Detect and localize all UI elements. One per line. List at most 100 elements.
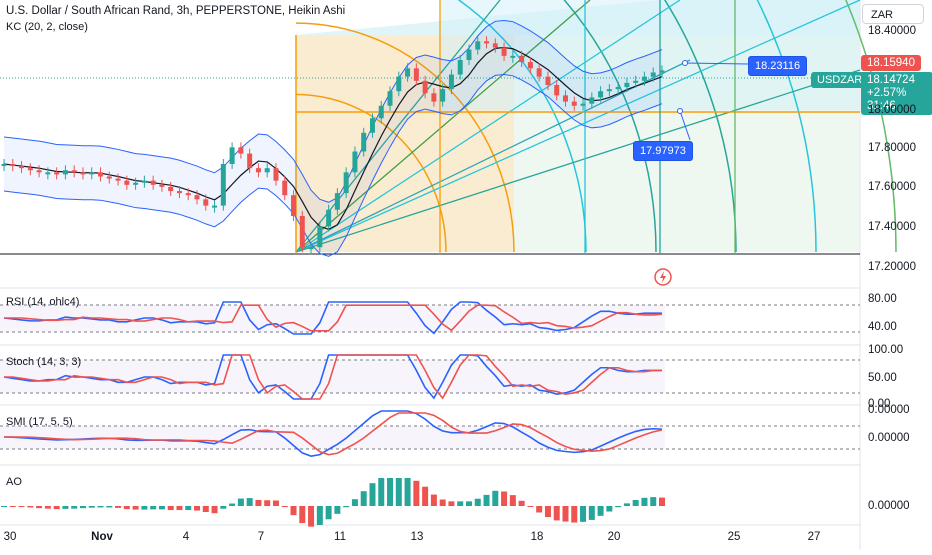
candle-body-0 (1, 164, 7, 166)
last-price-tag: 18.14724 +2.57% 31:46 (861, 72, 932, 115)
ao-bar-19 (167, 506, 174, 511)
ao-bar-12 (106, 506, 113, 508)
price-tick-17800: 17.80000 (868, 142, 916, 154)
candle-body-38 (334, 193, 340, 210)
gann-fan-line-4 (295, 69, 861, 253)
candle-body-72 (633, 80, 639, 83)
candle-body-54 (475, 41, 481, 50)
candle-body-29 (255, 168, 261, 173)
ao-bar-3 (27, 506, 34, 508)
stoch-tick-50: 50.00 (868, 372, 897, 384)
candle-body-7 (62, 170, 68, 175)
chart-title: U.S. Dollar / South African Rand, 3h, PE… (6, 5, 346, 17)
ao-bar-31 (272, 500, 279, 506)
ao-bar-63 (553, 506, 560, 521)
ao-bar-60 (527, 506, 534, 507)
candle-body-37 (326, 209, 332, 227)
ao-bar-41 (360, 491, 367, 506)
candle-body-5 (45, 172, 51, 175)
ao-bar-62 (544, 506, 551, 518)
x-tick-20: 20 (607, 531, 621, 543)
ao-bar-74 (650, 497, 657, 506)
candle-body-61 (536, 68, 542, 77)
candle-body-74 (650, 72, 656, 77)
callout-lower-connector (679, 110, 691, 141)
candle-body-31 (273, 168, 279, 181)
candle-body-30 (264, 168, 270, 173)
candle-body-75 (659, 70, 665, 73)
ao-bar-7 (62, 506, 69, 509)
candle-body-20 (176, 191, 182, 194)
currency-selector[interactable]: ZAR (862, 4, 924, 24)
ao-bar-52 (457, 501, 464, 506)
x-tick-4: 4 (182, 531, 190, 543)
price-tick-18000: 18.00000 (868, 104, 916, 116)
gann-fan-line-2 (295, 0, 681, 253)
candle-body-3 (27, 168, 33, 171)
candle-body-13 (115, 178, 121, 181)
candle-body-34 (299, 216, 305, 248)
candle-body-70 (615, 87, 621, 90)
ao-bar-66 (580, 506, 587, 522)
candle-body-14 (124, 180, 130, 185)
ao-bar-5 (44, 506, 51, 509)
callout-lower[interactable]: 17.97973 (633, 141, 693, 161)
ao-bar-2 (18, 506, 25, 507)
candle-body-11 (98, 172, 104, 177)
ao-bar-57 (501, 491, 508, 506)
ao-bar-21 (185, 506, 192, 511)
candle-body-6 (54, 172, 60, 175)
ao-bar-38 (334, 506, 341, 514)
price-tick-17600: 17.60000 (868, 181, 916, 193)
ao-bar-23 (202, 506, 209, 512)
stoch-band (0, 360, 665, 393)
candle-body-19 (168, 186, 174, 192)
candle-body-35 (308, 247, 314, 250)
ao-bar-47 (413, 480, 420, 506)
candle-body-62 (545, 76, 551, 85)
ao-bar-39 (343, 506, 350, 508)
candle-body-49 (431, 93, 437, 102)
ao-bar-27 (237, 498, 244, 506)
candle-body-43 (378, 105, 384, 119)
callout-upper-anchor (682, 60, 688, 66)
gann-fan-line-1 (295, 0, 591, 253)
ao-bar-72 (632, 500, 639, 506)
x-tick-7: 7 (257, 531, 265, 543)
candle-body-58 (510, 55, 516, 58)
ao-bar-11 (97, 506, 104, 508)
candle-body-60 (527, 62, 533, 69)
ao-bar-65 (571, 506, 578, 523)
ao-bar-55 (483, 494, 490, 506)
ao-bar-16 (141, 506, 148, 510)
stoch-tick-0: 0.00 (868, 398, 891, 410)
candle-body-66 (580, 103, 586, 106)
ao-bar-67 (588, 506, 595, 520)
ao-bar-33 (290, 506, 297, 516)
ao-bar-75 (659, 497, 665, 506)
candle-body-44 (387, 91, 393, 106)
ao-bar-68 (597, 506, 604, 516)
ao-bar-73 (641, 497, 648, 506)
rsi-label: RSI (14, ohlc4) (6, 296, 80, 308)
ao-bar-56 (492, 490, 499, 506)
ao-bar-20 (176, 506, 183, 511)
candle-body-10 (89, 172, 95, 175)
ao-bar-14 (123, 506, 130, 510)
kc-label: KC (20, 2, close) (6, 21, 88, 33)
candle-body-36 (317, 226, 323, 248)
stoch-tick-100: 100.00 (868, 344, 904, 356)
stoch-label: Stoch (14, 3, 3) (6, 356, 82, 368)
callout-upper[interactable]: 18.23116 (748, 56, 808, 76)
price-tick-18400: 18.40000 (868, 25, 916, 37)
ao-label: AO (6, 476, 22, 488)
candle-body-4 (36, 170, 42, 173)
ao-bar-44 (387, 478, 394, 506)
ao-bar-69 (606, 506, 613, 512)
ao-bar-43 (378, 478, 385, 506)
candle-body-52 (457, 60, 463, 75)
candle-body-12 (106, 176, 112, 179)
candle-body-47 (413, 68, 419, 81)
candle-body-64 (562, 95, 568, 102)
